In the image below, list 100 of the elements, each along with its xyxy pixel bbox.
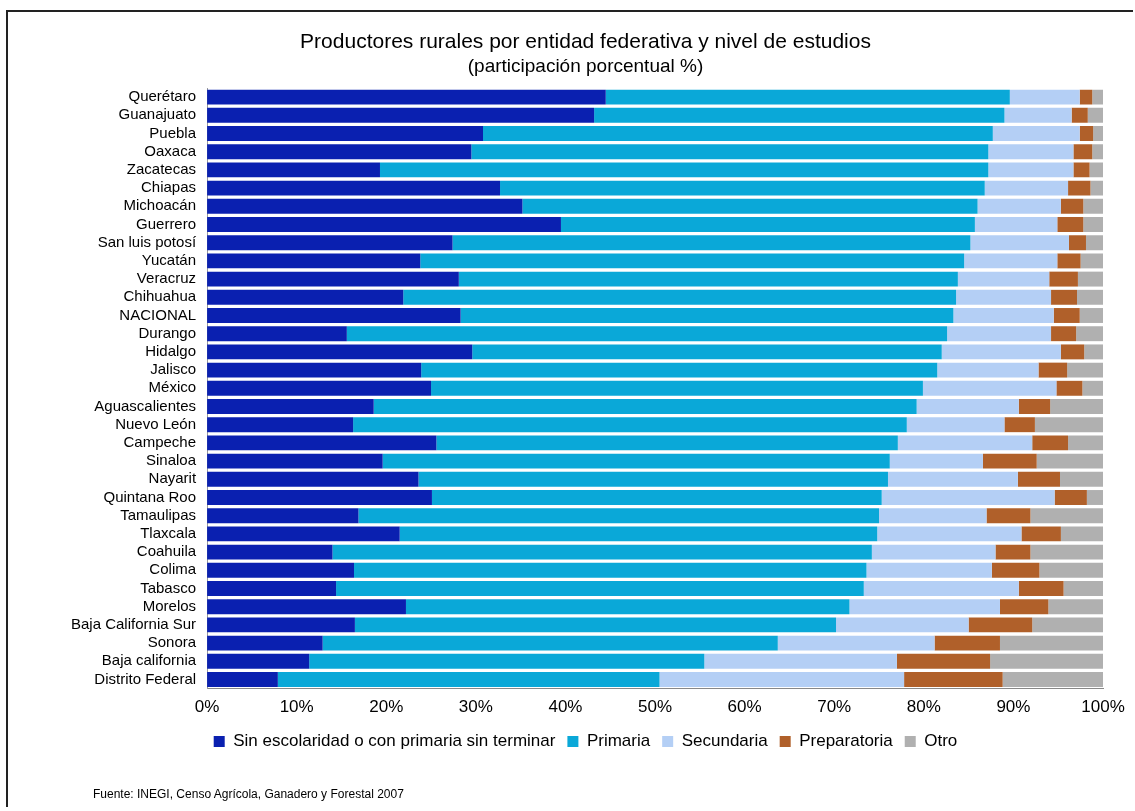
bar (207, 326, 347, 342)
bar (849, 599, 1000, 615)
bar (836, 617, 969, 633)
x-tick-label: 100% (1081, 697, 1125, 717)
bar (431, 380, 923, 396)
bar (984, 180, 1069, 196)
y-tick-label: Distrito Federal (94, 669, 197, 687)
bar (1002, 672, 1103, 687)
y-tick-label: México (148, 378, 197, 396)
bar (207, 453, 383, 469)
y-tick-label: Baja California Sur (71, 615, 197, 633)
bar (992, 126, 1080, 141)
bar (1079, 308, 1103, 323)
bar (207, 635, 323, 651)
bar (986, 508, 1031, 524)
legend-label: Secundaria (681, 731, 769, 751)
chart-subtitle: (participación porcentual %) (467, 54, 704, 76)
bar (207, 180, 501, 196)
y-tick-label: Sonora (147, 633, 197, 651)
bar (982, 453, 1037, 469)
bar (420, 253, 965, 269)
y-tick-label: Querétaro (128, 87, 197, 105)
bar (866, 562, 992, 578)
bar (418, 471, 888, 487)
bar (373, 399, 917, 414)
bar (1004, 417, 1035, 433)
bar (1032, 617, 1103, 633)
bar (953, 308, 1054, 323)
bar (704, 653, 897, 669)
bar (452, 235, 971, 251)
bar (560, 217, 975, 232)
bar (207, 544, 333, 560)
bar (207, 126, 484, 141)
y-tick-label: Chihuahua (123, 287, 197, 305)
x-tick-label: 80% (906, 697, 941, 717)
y-tick-label: Tabasco (140, 578, 197, 596)
bar (207, 362, 422, 378)
bar (1083, 217, 1103, 232)
y-tick-label: Quintana Roo (103, 487, 197, 505)
x-tick-label: 0% (194, 697, 220, 717)
bar (332, 544, 872, 560)
bar (1092, 144, 1103, 160)
bar (207, 490, 432, 505)
bar (659, 672, 905, 687)
bar (1063, 581, 1103, 596)
bar (207, 471, 419, 487)
bar (1090, 180, 1103, 196)
bar (995, 544, 1031, 560)
bar (904, 672, 1003, 687)
y-tick-label: Aguascalientes (94, 396, 197, 414)
bar (934, 635, 1000, 651)
x-tick-label: 10% (279, 697, 314, 717)
y-tick-label: Oaxaca (144, 141, 197, 159)
bar (500, 180, 985, 196)
y-tick-label: Morelos (142, 596, 197, 614)
x-tick-label: 20% (369, 697, 404, 717)
bar (403, 289, 957, 305)
bar (871, 544, 996, 560)
bar (922, 380, 1057, 396)
bar (1083, 198, 1103, 214)
bar (1073, 144, 1093, 160)
y-tick-label: Durango (138, 323, 197, 341)
bar (1060, 344, 1085, 360)
bar (207, 107, 595, 123)
bar (1086, 490, 1103, 505)
bar (207, 508, 359, 524)
bar (1082, 380, 1103, 396)
bar (458, 271, 958, 287)
bar (1092, 89, 1103, 105)
bar (1060, 198, 1084, 214)
bar (1077, 289, 1103, 305)
bar (906, 417, 1005, 433)
bar (207, 162, 380, 178)
y-tick-label: Guanajuato (118, 105, 197, 123)
bar (522, 198, 978, 214)
bar (887, 471, 1018, 487)
bar (1087, 107, 1103, 123)
bar (207, 144, 472, 160)
bar (941, 344, 1061, 360)
bar (1089, 162, 1103, 178)
bar (277, 672, 660, 687)
bar (1017, 471, 1060, 487)
bar (1085, 235, 1103, 251)
bar (207, 271, 459, 287)
bar (889, 453, 983, 469)
bar (970, 235, 1069, 251)
bar (207, 417, 354, 433)
bar (1079, 126, 1094, 141)
bar (1084, 344, 1103, 360)
y-tick-label: Hidalgo (145, 342, 197, 360)
y-tick-label: Puebla (149, 123, 197, 141)
y-tick-label: Veracruz (136, 269, 197, 287)
bar (354, 617, 837, 633)
bar (1049, 271, 1078, 287)
bar (405, 599, 850, 615)
bar (1068, 435, 1103, 451)
bar (207, 198, 523, 214)
y-tick-label: NACIONAL (119, 305, 197, 323)
bar (1018, 399, 1051, 414)
bar (1053, 308, 1080, 323)
